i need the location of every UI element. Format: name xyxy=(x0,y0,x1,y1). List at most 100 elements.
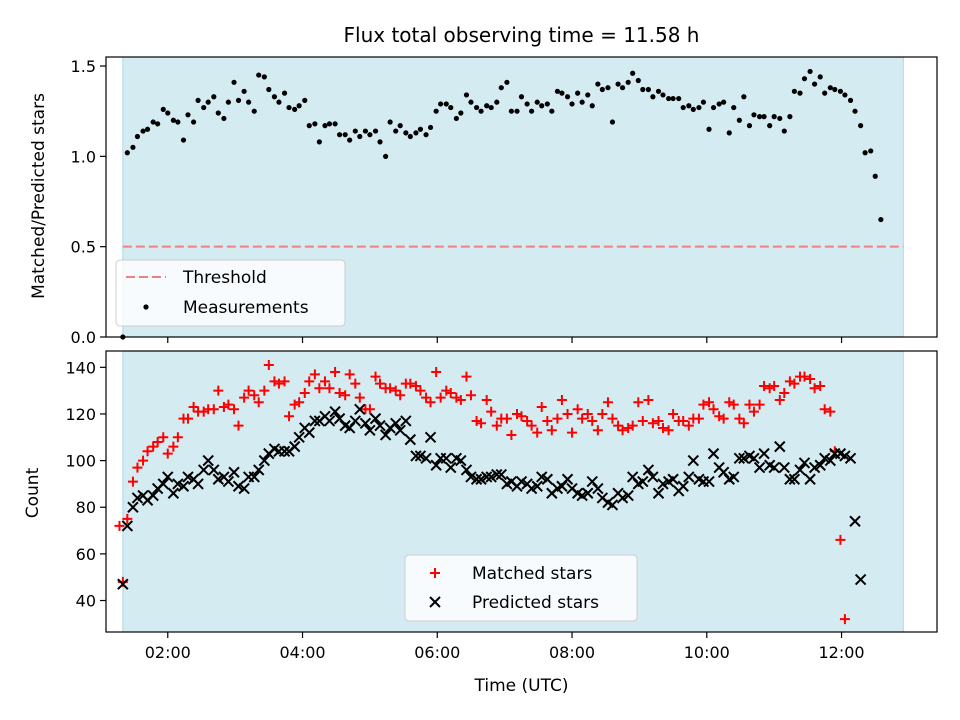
matched-star-point xyxy=(607,413,618,424)
bottom-x-axis: 02:00 04:00 06:00 08:00 10:00 12:00 xyxy=(145,632,865,662)
measurement-point xyxy=(630,70,636,76)
predicted-star-point xyxy=(177,480,190,492)
matched-star-point xyxy=(774,394,785,405)
matched-star-point xyxy=(218,401,229,412)
matched-star-point xyxy=(330,366,341,377)
measurement-point xyxy=(868,148,874,154)
measurement-point xyxy=(357,133,363,140)
y-tick-label: 140 xyxy=(65,358,96,377)
matched-star-point xyxy=(142,446,153,457)
measurement-point xyxy=(595,81,601,87)
measurement-point xyxy=(690,106,696,112)
predicted-star-point xyxy=(774,440,786,453)
measurement-point xyxy=(438,101,444,107)
predicted-star-point xyxy=(329,405,341,418)
measurement-point xyxy=(488,104,494,111)
predicted-star-point xyxy=(197,464,210,476)
measurement-point xyxy=(696,104,702,111)
predicted-star-point xyxy=(844,452,857,464)
matched-star-point xyxy=(476,418,487,429)
measurement-point xyxy=(407,133,413,140)
measurement-point xyxy=(383,153,389,159)
measurement-point xyxy=(261,74,267,80)
matched-star-point xyxy=(395,390,406,401)
measurement-point xyxy=(585,92,591,98)
predicted-star-point xyxy=(309,415,321,427)
measurement-point xyxy=(700,99,707,105)
matched-star-point xyxy=(253,397,264,408)
predicted-star-point xyxy=(652,487,665,499)
measurement-point xyxy=(231,79,237,85)
matched-star-point xyxy=(819,404,830,415)
matched-star-point xyxy=(678,415,689,426)
measurement-point xyxy=(569,101,575,107)
measurement-point xyxy=(498,85,504,91)
measurement-point xyxy=(605,85,611,91)
measurement-point xyxy=(801,76,808,82)
predicted-star-point xyxy=(703,475,715,488)
predicted-star-point xyxy=(157,478,169,490)
measurement-point xyxy=(721,99,727,105)
measurement-point xyxy=(266,86,272,93)
matched-star-point xyxy=(546,425,557,436)
matched-star-point xyxy=(542,415,553,426)
predicted-star-point xyxy=(637,475,649,488)
measurement-point xyxy=(342,132,348,138)
measurement-point xyxy=(686,103,692,109)
predicted-star-point xyxy=(374,419,386,432)
measurement-point xyxy=(726,130,732,136)
measurement-point xyxy=(534,99,540,105)
measurement-point xyxy=(549,108,555,114)
predicted-star-point xyxy=(804,473,816,485)
matched-star-point xyxy=(114,520,125,531)
predicted-star-point xyxy=(288,440,301,453)
legend-predicted-swatch xyxy=(429,596,441,608)
matched-star-point xyxy=(239,392,250,403)
measurement-point xyxy=(393,128,399,134)
measurement-point xyxy=(554,88,561,94)
measurement-point xyxy=(312,121,318,127)
top-panel: 0.0 0.5 1.0 1.5 Matched/Predicted stars Thr… xyxy=(29,56,938,347)
predicted-star-point xyxy=(258,454,271,467)
measurement-point xyxy=(140,128,146,134)
measurement-point xyxy=(286,104,292,111)
y-tick-label: 1.5 xyxy=(71,57,96,76)
bottom-plot-area xyxy=(114,359,867,625)
top-x-axis xyxy=(167,337,843,343)
matched-star-point xyxy=(718,413,729,424)
measurement-point xyxy=(751,112,757,118)
predicted-star-point xyxy=(238,482,250,495)
matched-star-point xyxy=(643,394,654,405)
x-tick-label: 02:00 xyxy=(145,643,191,662)
measurement-point xyxy=(160,106,166,112)
matched-star-point xyxy=(784,376,795,387)
measurement-point xyxy=(180,137,187,143)
measurement-point xyxy=(635,77,641,84)
matched-star-point xyxy=(592,425,603,436)
matched-star-point xyxy=(259,385,270,396)
matched-star-point xyxy=(552,413,563,424)
matched-star-point xyxy=(289,399,300,410)
predicted-star-point xyxy=(127,501,139,513)
matched-star-point xyxy=(637,415,648,426)
measurement-point xyxy=(767,123,773,129)
bottom-y-axis-label: Count xyxy=(23,467,43,518)
predicted-star-point xyxy=(430,459,442,471)
y-tick-label: 0.0 xyxy=(71,328,96,347)
matched-star-point xyxy=(309,369,320,380)
matched-star-point xyxy=(789,378,800,389)
measurement-point xyxy=(731,104,737,111)
measurement-point xyxy=(352,128,358,134)
matched-star-point xyxy=(188,401,199,412)
predicted-star-point xyxy=(354,403,366,416)
measurement-point xyxy=(221,115,227,122)
predicted-star-point xyxy=(167,487,180,499)
measurement-point xyxy=(225,99,232,105)
measurement-point xyxy=(746,123,753,129)
matched-star-point xyxy=(627,420,638,431)
matched-star-point xyxy=(233,420,244,431)
measurement-point xyxy=(175,119,181,125)
measurement-point xyxy=(302,97,308,103)
y-tick-label: 80 xyxy=(76,498,96,517)
measurement-point xyxy=(205,99,211,105)
